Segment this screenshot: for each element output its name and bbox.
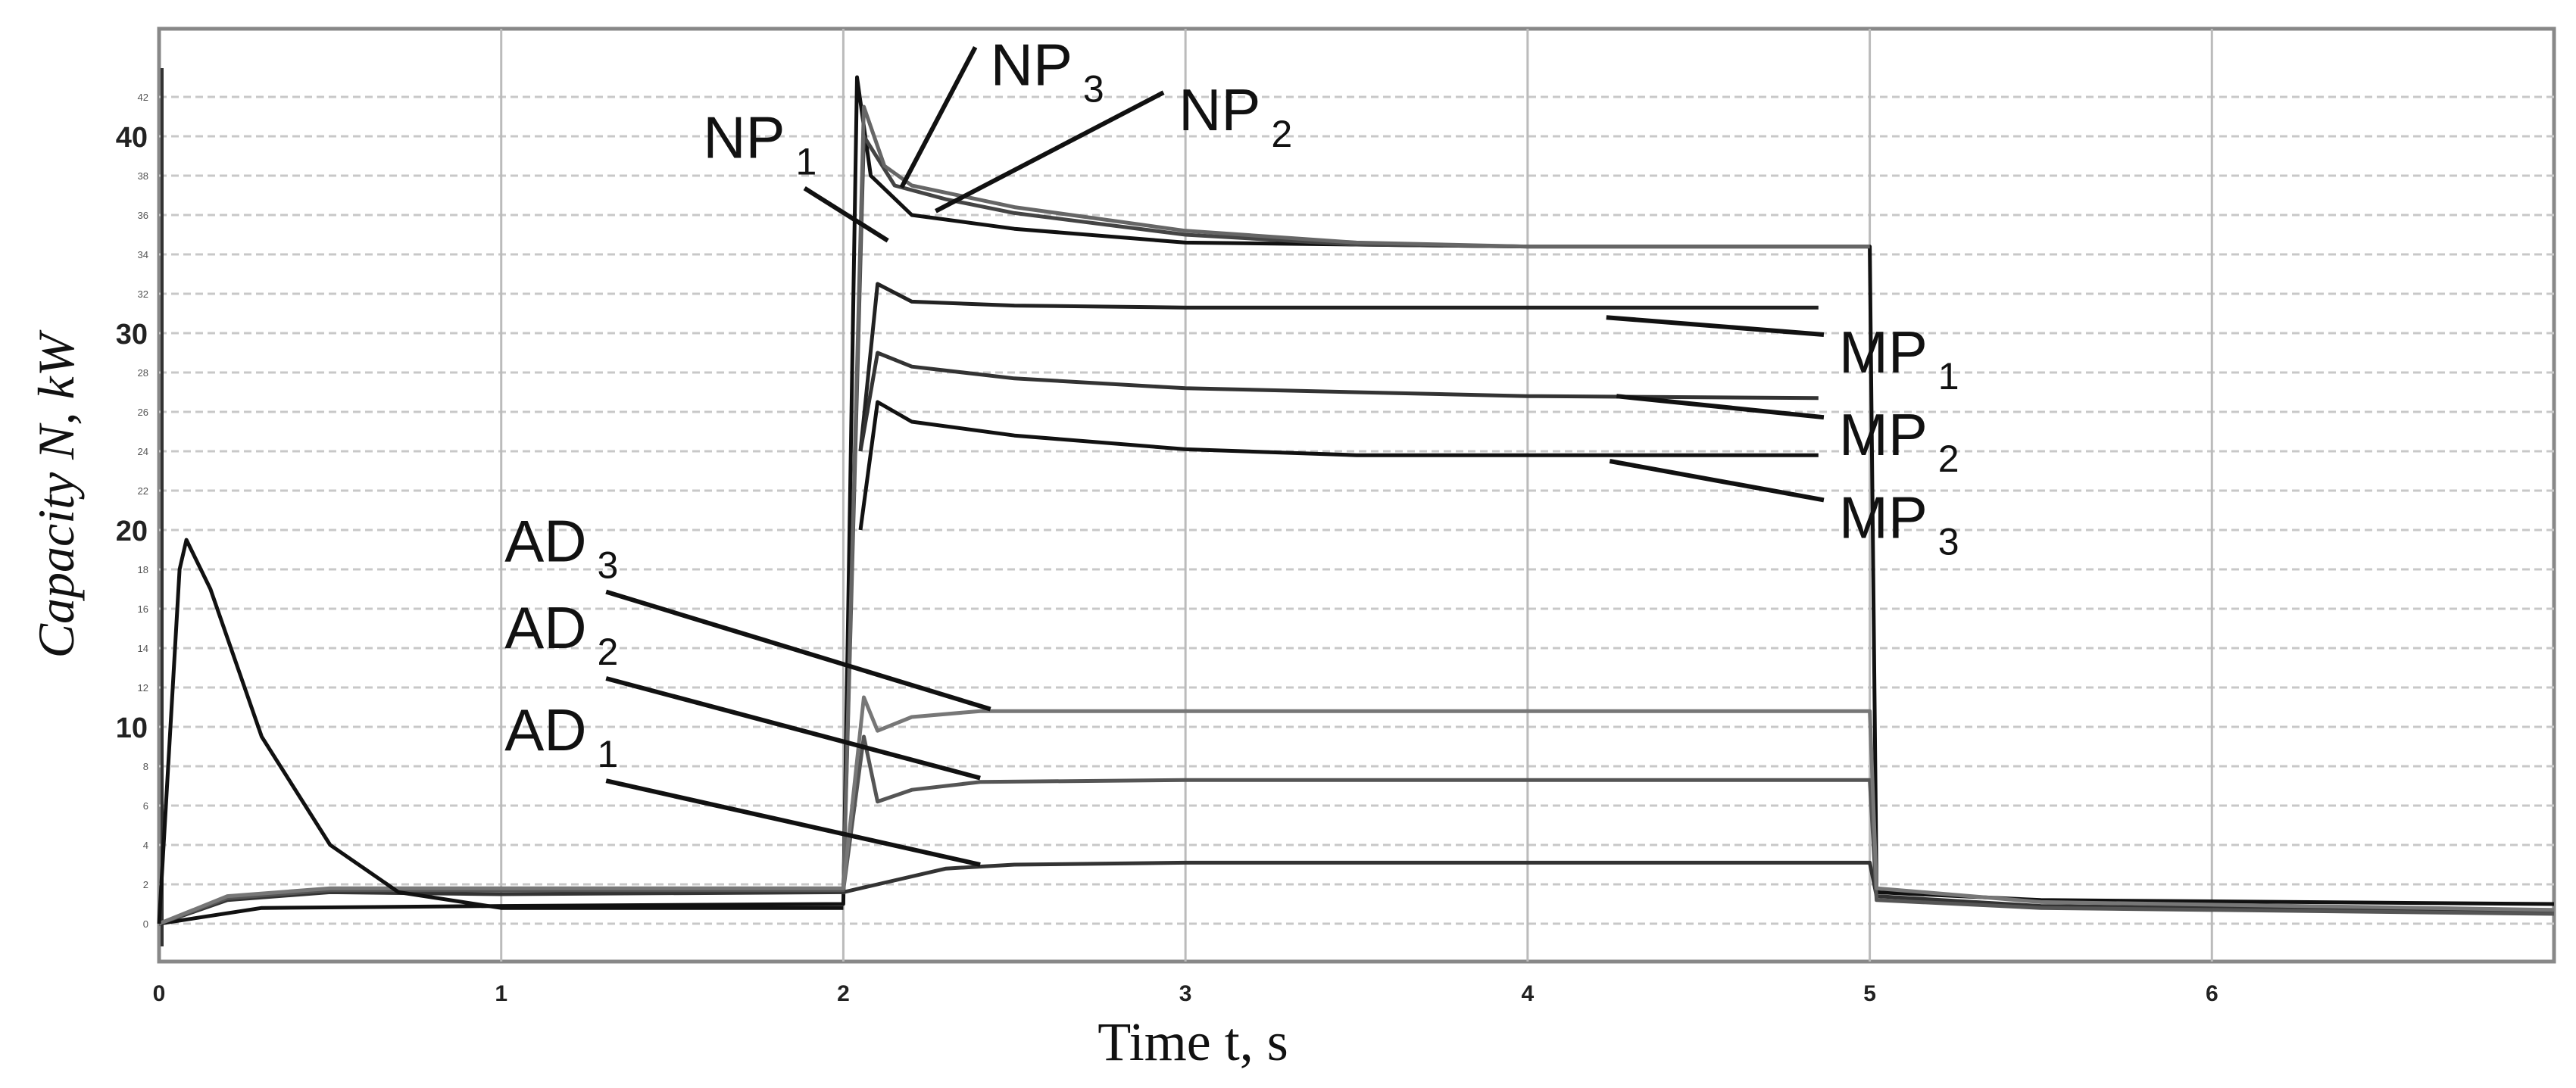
- series-line-np1: [158, 75, 2555, 926]
- x-tick-label: 5: [1863, 981, 1876, 1006]
- y-minor-tick-label: 6: [143, 800, 148, 812]
- y-minor-tick-label: 32: [138, 288, 148, 300]
- y-minor-tick-label: 26: [138, 407, 148, 418]
- leader-line-np1: [803, 186, 889, 243]
- series-line-start-transient: [157, 538, 844, 924]
- series-annotations: NP 3 NP 2NP 1MP 1MP 2MP 3AD 3AD 2AD 1: [504, 31, 1959, 867]
- x-tick-label: 1: [495, 981, 507, 1006]
- annotation-subscript: 3: [587, 544, 619, 587]
- annotation-subscript: 1: [785, 141, 817, 183]
- leader-line-mp3: [1609, 459, 1825, 503]
- series-line-np3: [841, 104, 1870, 895]
- leader-line-np3: [899, 46, 978, 189]
- leader-line-ad1: [605, 778, 981, 867]
- annotation-subscript: 3: [1928, 520, 1959, 563]
- axis-ticks: 0 1 2 3 4 5 6102030400246812141618222426283234…: [116, 92, 2218, 1006]
- annotation-main: AD: [504, 697, 586, 763]
- annotation-main: NP: [703, 104, 785, 171]
- y-minor-tick-label: 2: [143, 879, 148, 890]
- annotation-ad2: AD 2: [504, 594, 618, 673]
- y-minor-tick-label: 24: [138, 446, 148, 457]
- leader-line-np2: [935, 90, 1165, 214]
- annotation-np2: NP 2: [1179, 76, 1292, 155]
- y-minor-tick-label: 4: [143, 840, 148, 851]
- x-tick-label: 6: [2206, 981, 2218, 1006]
- leader-line-mp1: [1606, 315, 1825, 337]
- y-axis-label: Capacity N, kW: [27, 329, 85, 658]
- annotation-main: MP: [1839, 319, 1928, 385]
- x-axis-label: Time t, s: [1098, 1012, 1288, 1072]
- y-minor-tick-label: 34: [138, 249, 148, 260]
- annotation-main: AD: [504, 508, 586, 575]
- x-tick-label: 3: [1179, 981, 1192, 1006]
- y-minor-tick-label: 16: [138, 603, 148, 615]
- annotation-mp3: MP 3: [1839, 484, 1959, 563]
- y-major-tick-label: 20: [116, 516, 148, 547]
- x-tick-label: 0: [153, 981, 166, 1006]
- annotation-main: NP: [991, 31, 1073, 98]
- series-line-mp1: [858, 282, 1819, 452]
- annotation-main: MP: [1839, 401, 1928, 468]
- y-minor-tick-label: 38: [138, 170, 148, 182]
- annotation-mp2: MP 2: [1839, 401, 1959, 480]
- leader-line-mp2: [1616, 394, 1825, 420]
- annotation-subscript: 1: [587, 733, 619, 775]
- annotation-subscript: 2: [587, 631, 619, 673]
- annotation-main: MP: [1839, 484, 1928, 550]
- y-minor-tick-label: 42: [138, 92, 148, 103]
- y-minor-tick-label: 12: [138, 682, 148, 694]
- annotation-subscript: 3: [1073, 67, 1104, 110]
- y-minor-tick-label: 0: [143, 918, 148, 930]
- annotation-mp1: MP 1: [1839, 319, 1959, 397]
- annotation-subscript: 1: [1928, 355, 1959, 397]
- y-major-tick-label: 10: [116, 712, 148, 744]
- series-line-ad3: [158, 695, 2555, 926]
- y-minor-tick-label: 28: [138, 367, 148, 379]
- series-lines: [157, 75, 2555, 926]
- annotation-np3: NP 3: [991, 31, 1104, 110]
- y-minor-tick-label: 36: [138, 210, 148, 221]
- plot-frame: [157, 26, 2556, 964]
- annotation-np1: NP 1: [703, 104, 817, 183]
- series-line-mp3: [858, 400, 1819, 531]
- y-major-tick-label: 40: [116, 122, 148, 154]
- annotation-ad3: AD 3: [504, 508, 618, 587]
- y-major-tick-label: 30: [116, 319, 148, 351]
- x-tick-label: 4: [1522, 981, 1535, 1006]
- leader-line-ad2: [605, 676, 981, 781]
- y-minor-tick-label: 8: [143, 761, 148, 772]
- annotation-main: NP: [1179, 76, 1260, 143]
- y-minor-tick-label: 22: [138, 485, 148, 497]
- y-minor-tick-label: 18: [138, 564, 148, 575]
- leader-line-ad3: [605, 589, 991, 712]
- grid: [159, 29, 2554, 962]
- x-tick-label: 2: [837, 981, 850, 1006]
- annotation-ad1: AD 1: [504, 697, 618, 775]
- y-minor-tick-label: 14: [138, 643, 148, 654]
- annotation-subscript: 2: [1260, 113, 1292, 155]
- annotation-subscript: 2: [1928, 438, 1959, 480]
- series-line-mp2: [858, 351, 1819, 452]
- annotation-main: AD: [504, 594, 586, 661]
